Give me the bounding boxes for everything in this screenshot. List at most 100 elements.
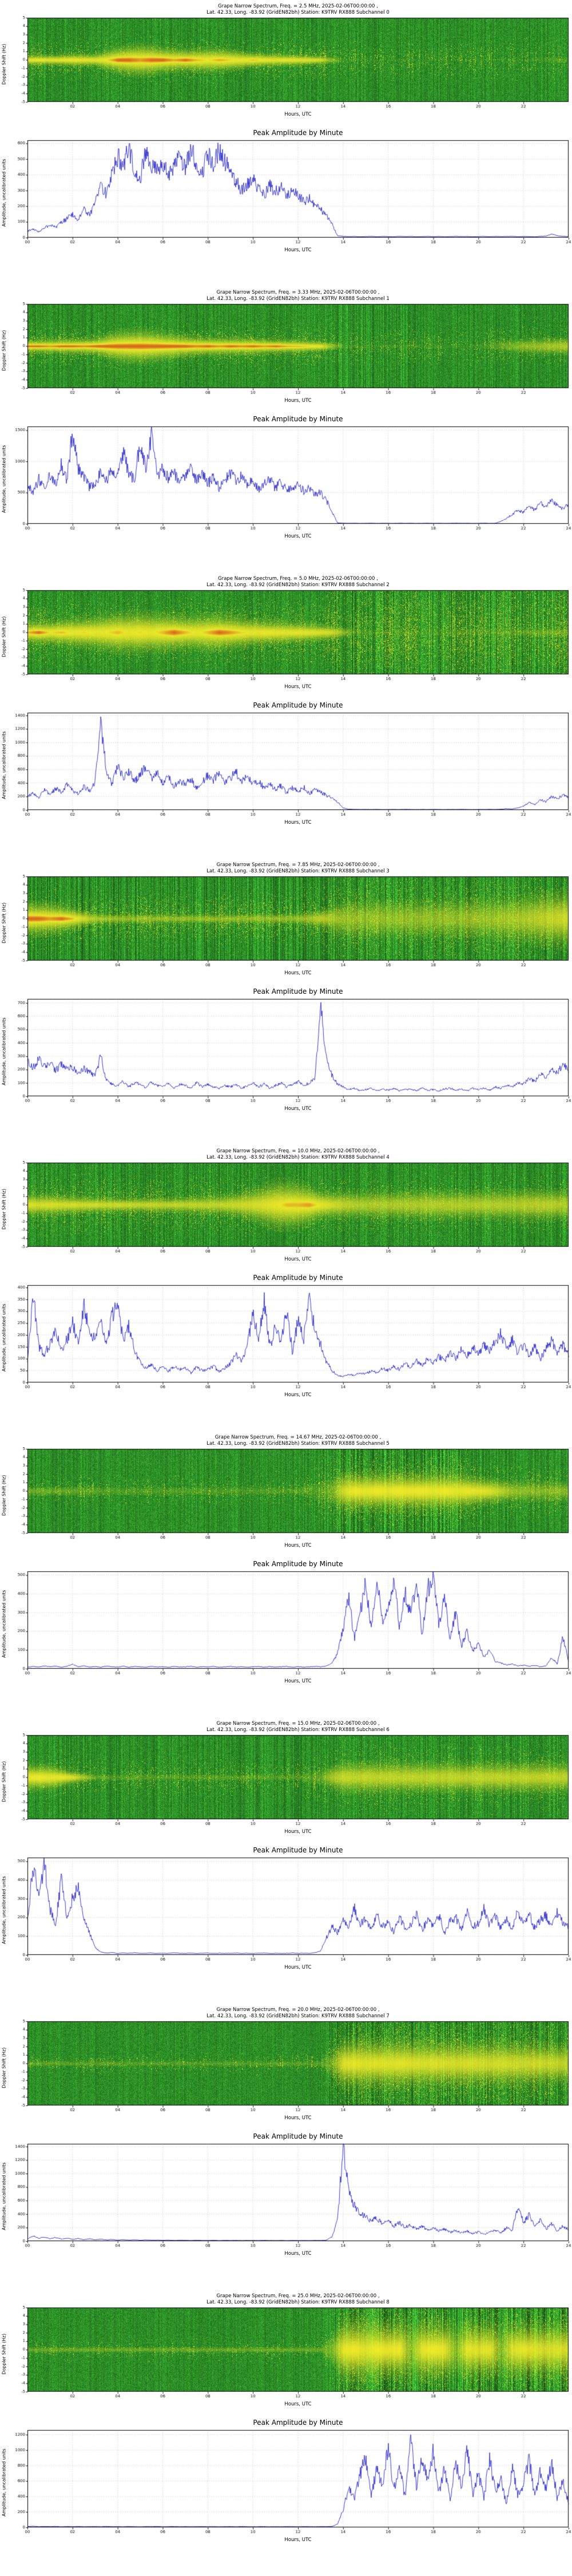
spectrogram-ylabel: Doppler Shift (Hz): [1, 44, 7, 85]
spectrogram-xlabel: Hours, UTC: [284, 684, 312, 690]
amplitude-title: Peak Amplitude by Minute: [253, 987, 343, 996]
spectrogram-ylabel: Doppler Shift (Hz): [1, 1188, 7, 1230]
spectrogram-canvas: [8, 302, 572, 399]
spectrogram-row: Doppler Shift (Hz): [0, 16, 572, 113]
amplitude-ylabel: Amplitude, uncalibrated units: [1, 1303, 7, 1372]
spectrogram-xlabel: Hours, UTC: [284, 1829, 312, 1835]
spectrogram-title-line2: Lat. 42.33, Long. -83.92 (GridEN82bh) St…: [206, 582, 390, 588]
spectrogram-xlabel: Hours, UTC: [284, 112, 312, 118]
amplitude-row: Amplitude, uncalibrated units: [0, 1569, 572, 1680]
amplitude-ylabel: Amplitude, uncalibrated units: [1, 2162, 7, 2231]
spectrogram-row: Doppler Shift (Hz): [0, 2306, 572, 2403]
amplitude-title: Peak Amplitude by Minute: [253, 1846, 343, 1855]
spectrogram-title-line2: Lat. 42.33, Long. -83.92 (GridEN82bh) St…: [206, 1155, 390, 1161]
spectrogram-xlabel: Hours, UTC: [284, 1257, 312, 1263]
spectrogram-canvas: [8, 2020, 572, 2116]
amplitude-canvas: [8, 2142, 572, 2252]
spectrogram-canvas: [8, 16, 572, 113]
amplitude-ylabel: Amplitude, uncalibrated units: [1, 1876, 7, 1945]
amplitude-xlabel: Hours, UTC: [284, 247, 312, 254]
spectrogram-ylabel: Doppler Shift (Hz): [1, 1475, 7, 1516]
channel-block: Grape Narrow Spectrum, Freq. = 14.67 MHz…: [0, 1431, 572, 1717]
amplitude-title: Peak Amplitude by Minute: [253, 129, 343, 137]
spectrogram-canvas: [8, 2306, 572, 2403]
amplitude-row: Amplitude, uncalibrated units: [0, 424, 572, 535]
amplitude-xlabel: Hours, UTC: [284, 1106, 312, 1112]
spectrogram-ylabel: Doppler Shift (Hz): [1, 1761, 7, 1802]
amplitude-row: Amplitude, uncalibrated units: [0, 710, 572, 821]
spectrogram-title-line1: Grape Narrow Spectrum, Freq. = 2.5 MHz, …: [218, 3, 378, 9]
amplitude-row: Amplitude, uncalibrated units: [0, 1283, 572, 1393]
spectrogram-title-line2: Lat. 42.33, Long. -83.92 (GridEN82bh) St…: [206, 296, 390, 302]
spectrogram-title-line1: Grape Narrow Spectrum, Freq. = 25.0 MHz,…: [216, 2293, 380, 2299]
spectrogram-title-line1: Grape Narrow Spectrum, Freq. = 15.0 MHz,…: [216, 1721, 380, 1726]
channel-block: Grape Narrow Spectrum, Freq. = 10.0 MHz,…: [0, 1145, 572, 1431]
amplitude-title: Peak Amplitude by Minute: [253, 1274, 343, 1282]
amplitude-canvas: [8, 2428, 572, 2538]
amplitude-canvas: [8, 1569, 572, 1680]
spectrogram-xlabel: Hours, UTC: [284, 970, 312, 977]
amplitude-ylabel: Amplitude, uncalibrated units: [1, 445, 7, 513]
channel-block: Grape Narrow Spectrum, Freq. = 3.33 MHz,…: [0, 286, 572, 572]
amplitude-ylabel: Amplitude, uncalibrated units: [1, 1590, 7, 1658]
amplitude-ylabel: Amplitude, uncalibrated units: [1, 2448, 7, 2517]
amplitude-row: Amplitude, uncalibrated units: [0, 2428, 572, 2538]
amplitude-canvas: [8, 1283, 572, 1393]
spectrogram-title-line2: Lat. 42.33, Long. -83.92 (GridEN82bh) St…: [206, 2013, 390, 2020]
amplitude-ylabel: Amplitude, uncalibrated units: [1, 1017, 7, 1086]
channel-block: Grape Narrow Spectrum, Freq. = 20.0 MHz,…: [0, 2004, 572, 2290]
amplitude-ylabel: Amplitude, uncalibrated units: [1, 731, 7, 800]
amplitude-xlabel: Hours, UTC: [284, 2251, 312, 2257]
spectrogram-canvas: [8, 588, 572, 685]
amplitude-canvas: [8, 138, 572, 248]
amplitude-title: Peak Amplitude by Minute: [253, 2419, 343, 2427]
amplitude-xlabel: Hours, UTC: [284, 1678, 312, 1685]
spectrogram-title-line1: Grape Narrow Spectrum, Freq. = 14.67 MHz…: [214, 1435, 382, 1440]
amplitude-canvas: [8, 424, 572, 535]
spectrogram-row: Doppler Shift (Hz): [0, 1733, 572, 1830]
channel-block: Grape Narrow Spectrum, Freq. = 25.0 MHz,…: [0, 2290, 572, 2576]
amplitude-title: Peak Amplitude by Minute: [253, 2132, 343, 2141]
amplitude-row: Amplitude, uncalibrated units: [0, 1855, 572, 1966]
channel-block: Grape Narrow Spectrum, Freq. = 5.0 MHz, …: [0, 572, 572, 859]
spectrogram-ylabel: Doppler Shift (Hz): [1, 616, 7, 657]
spectrogram-xlabel: Hours, UTC: [284, 2115, 312, 2121]
amplitude-row: Amplitude, uncalibrated units: [0, 2142, 572, 2252]
spectrogram-row: Doppler Shift (Hz): [0, 1161, 572, 1258]
spectrogram-canvas: [8, 1447, 572, 1544]
spectrogram-xlabel: Hours, UTC: [284, 1543, 312, 1549]
spectrogram-ylabel: Doppler Shift (Hz): [1, 902, 7, 943]
spectrogram-row: Doppler Shift (Hz): [0, 875, 572, 971]
spectrogram-row: Doppler Shift (Hz): [0, 302, 572, 399]
spectrogram-xlabel: Hours, UTC: [284, 2401, 312, 2408]
amplitude-xlabel: Hours, UTC: [284, 820, 312, 826]
amplitude-title: Peak Amplitude by Minute: [253, 1560, 343, 1568]
spectrogram-title-line1: Grape Narrow Spectrum, Freq. = 3.33 MHz,…: [216, 290, 380, 295]
amplitude-xlabel: Hours, UTC: [284, 534, 312, 540]
spectrogram-title-line1: Grape Narrow Spectrum, Freq. = 20.0 MHz,…: [216, 2007, 380, 2013]
amplitude-title: Peak Amplitude by Minute: [253, 701, 343, 710]
spectrogram-title-line2: Lat. 42.33, Long. -83.92 (GridEN82bh) St…: [206, 868, 390, 875]
spectrogram-xlabel: Hours, UTC: [284, 398, 312, 404]
spectrogram-row: Doppler Shift (Hz): [0, 1447, 572, 1544]
spectrogram-title-line2: Lat. 42.33, Long. -83.92 (GridEN82bh) St…: [206, 1441, 390, 1447]
spectrogram-title-line2: Lat. 42.33, Long. -83.92 (GridEN82bh) St…: [206, 10, 390, 16]
amplitude-canvas: [8, 1855, 572, 1966]
spectrogram-title-line2: Lat. 42.33, Long. -83.92 (GridEN82bh) St…: [206, 1727, 390, 1733]
amplitude-xlabel: Hours, UTC: [284, 2537, 312, 2543]
spectrogram-ylabel: Doppler Shift (Hz): [1, 2047, 7, 2088]
amplitude-xlabel: Hours, UTC: [284, 1392, 312, 1398]
spectrogram-canvas: [8, 1733, 572, 1830]
spectrogram-title-line1: Grape Narrow Spectrum, Freq. = 5.0 MHz, …: [218, 576, 378, 582]
spectrogram-row: Doppler Shift (Hz): [0, 588, 572, 685]
amplitude-title: Peak Amplitude by Minute: [253, 415, 343, 424]
spectrogram-title-line2: Lat. 42.33, Long. -83.92 (GridEN82bh) St…: [206, 2300, 390, 2306]
channel-block: Grape Narrow Spectrum, Freq. = 7.85 MHz,…: [0, 859, 572, 1145]
spectrogram-canvas: [8, 1161, 572, 1258]
spectrogram-ylabel: Doppler Shift (Hz): [1, 330, 7, 371]
amplitude-xlabel: Hours, UTC: [284, 1965, 312, 1971]
channel-block: Grape Narrow Spectrum, Freq. = 2.5 MHz, …: [0, 0, 572, 286]
spectrogram-ylabel: Doppler Shift (Hz): [1, 2333, 7, 2374]
